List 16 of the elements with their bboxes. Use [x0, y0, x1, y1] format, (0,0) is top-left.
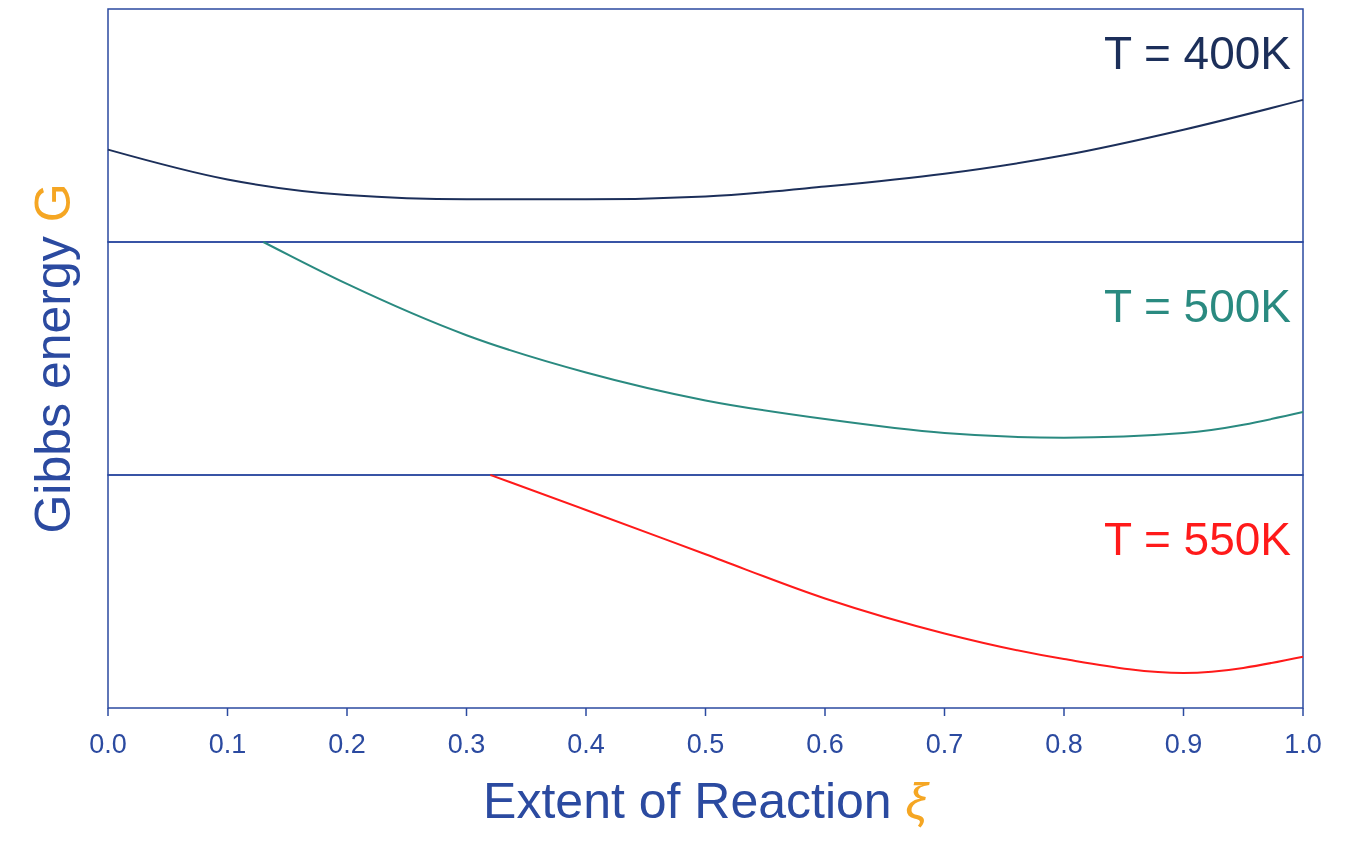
x-tick-label: 0.6	[806, 729, 844, 759]
x-tick-label: 0.9	[1164, 729, 1203, 759]
y-axis-title: Gibbs energy G	[25, 183, 81, 534]
x-axis-title: Extent of Reaction ξ	[483, 773, 931, 829]
x-tick-label: 0.5	[686, 729, 725, 759]
x-tick-label: 1.0	[1284, 729, 1322, 759]
x-tick-label: 0.1	[208, 729, 247, 759]
x-tick-label: 0.0	[89, 729, 127, 759]
x-tick-label: 0.3	[447, 729, 486, 759]
series-label: T = 400K	[1103, 27, 1292, 79]
x-tick-label: 0.7	[925, 729, 964, 759]
series-label: T = 500K	[1103, 280, 1292, 332]
x-tick-label: 0.8	[1045, 729, 1083, 759]
x-tick-label: 0.4	[567, 729, 605, 759]
x-tick-label: 0.2	[328, 729, 366, 759]
text: T = 550K	[1103, 513, 1292, 565]
